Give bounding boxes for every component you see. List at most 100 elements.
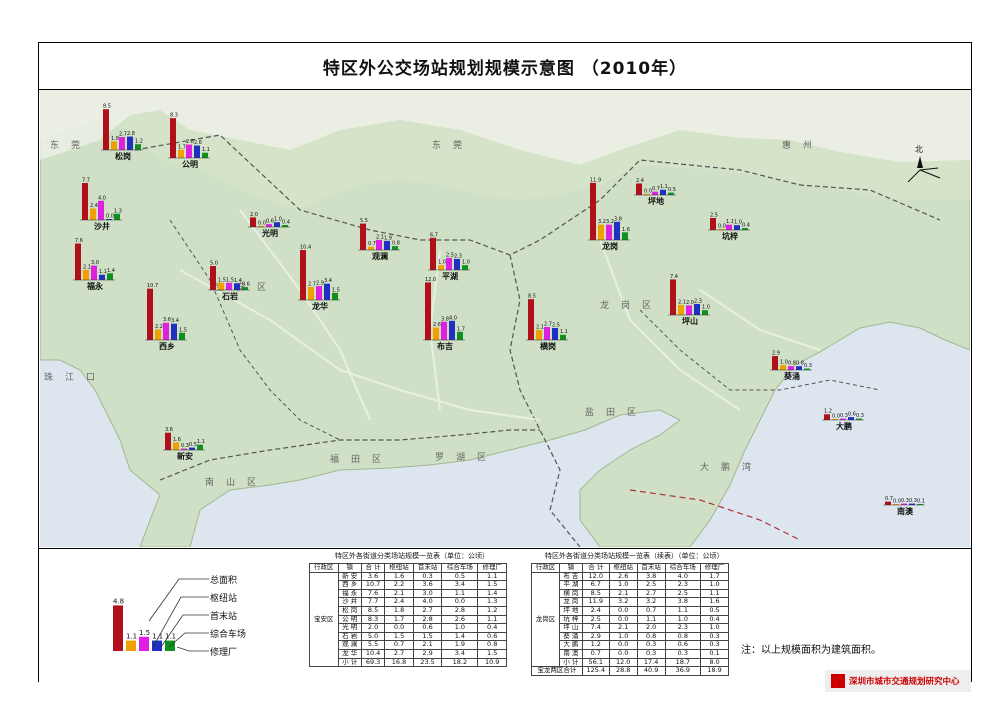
chart-bar-综合车场 [848,417,854,420]
table-cell: 2.2 [384,580,414,590]
chart-bar-首末站 [181,448,187,450]
table-cell: 南 澳 [558,648,583,659]
table-row: 福 永 7.6 2.1 3.0 1.1 1.4 [310,588,507,599]
table-cell: 10.9 [477,657,507,668]
region-label-luohu: 罗湖区 [435,452,498,463]
chart-bar-修理厂 [179,332,185,340]
table-cell: 69.3 [360,657,386,668]
table-row: 松 岗 8.5 1.8 2.7 2.8 1.2 [310,605,507,616]
chart-bar-修理厂 [332,292,338,300]
chart-value-label: 0.3 [840,413,848,419]
chart-bar-枢纽站 [83,269,89,280]
chart-value-label: 1.6 [622,227,630,233]
table-total-row: 宝龙两区合计 125.4 28.8 40.9 36.9 18.9 [531,666,730,676]
table-cell: 2.0 [636,623,666,633]
chart-value-label: 2.6 [194,140,202,146]
chart-value-label: 0.0 [893,499,901,505]
chart-value-label: 0.3 [901,498,909,504]
chart-value-label: 1.9 [384,235,392,241]
table-row: 西 乡 10.7 2.2 3.6 3.4 1.5 [310,580,507,590]
chart-bar-首末站 [446,258,452,270]
chart-value-label: 1.2 [135,139,143,145]
table-cell: 3.4 [441,580,479,590]
chart-value-label: 2.8 [186,139,194,145]
table-cell: 36.9 [664,666,701,676]
station-name-label: 新安 [177,451,193,461]
table-cell: 6.7 [581,580,610,590]
table-row: 南 澳 0.7 0.0 0.3 0.3 0.1 [532,648,730,659]
table-header-cell: 首末站 [412,563,443,573]
chart-value-label: 0.8 [392,241,400,247]
chart-value-label: 0.0 [258,221,266,227]
chart-value-label: 1.5 [179,327,187,333]
chart-value-label: 2.5 [552,323,560,329]
map-canvas: 东莞 东莞 惠州 宝安区 龙岗区 福田区 罗湖区 南山区 盐田区 珠江口 大鹏湾… [40,90,970,547]
chart-bar-总面积 [165,432,171,450]
station-name-label: 坪地 [648,196,664,206]
table-longgang: 行政区镇合 计枢纽站 首末站 综合车场 修理厂 龙岗区布 吉 12.0 2.6 3.8 4.0 1… [531,563,730,676]
table-cell: 1.1 [664,605,701,616]
chart-bar-首末站 [840,418,846,420]
station-chart-平湖: 6.71.02.5 2.31.0平湖 [428,232,470,281]
station-chart-光明: 2.00.0 0.6 1.0 0.4 光明 [248,212,290,238]
chart-bar-首末站 [544,327,550,340]
table-cell: 2.1 [608,623,638,633]
chart-value-label: 0.8 [788,361,796,367]
chart-value-label: 1.1 [560,329,568,335]
table-cell: 40.9 [636,666,666,676]
chart-value-label: 1.4 [107,268,115,274]
district-boundary [159,429,540,481]
table-row: 龙 岗 11.9 3.2 3.2 3.8 1.6 [532,597,730,607]
table-header-cell: 合 计 [360,563,386,573]
chart-value-label: 6.7 [430,232,438,238]
chart-bar-总面积 [170,118,176,158]
table-header-cell: 镇 [337,563,362,573]
chart-value-label: 0.1 [917,499,925,505]
chart-bar-综合车场 [694,303,700,315]
chart-bar-首末站 [98,200,104,220]
table-cell: 0.5 [699,605,730,616]
table-cell: 1.5 [477,648,507,659]
station-chart-新安: 3.61.60.3 0.5 1.1 新安 [163,427,205,461]
chart-value-label: 7.6 [75,238,83,244]
station-chart-龙华: 10.4 2.7 2.9 3.41.5 龙华 [298,245,340,311]
chart-value-label: 1.5 [332,287,340,293]
table-cell: 0.1 [699,648,730,659]
chart-bar-总面积 [528,299,534,340]
chart-value-label: 1.1 [660,184,668,190]
logo: 深圳市城市交通规划研究中心 [825,670,971,692]
station-chart-观澜: 5.5 0.72.1 1.90.8 观澜 [358,218,400,261]
legend-value-label: 1.5 [139,629,150,637]
station-chart-坪山: 7.4 2.1 2.0 2.31.0 坪山 [668,274,710,326]
chart-value-label: 0.5 [668,187,676,193]
district-boundary [509,254,581,547]
chart-value-label: 2.1 [376,234,384,240]
region-label-nanshan: 南山区 [205,476,268,488]
table-cell: 7.4 [581,623,610,633]
station-chart-坑梓: 2.50.01.1 1.0 0.4 坑梓 [708,213,750,241]
table-cell: 2.9 [412,648,443,659]
chart-value-label: 2.7 [119,132,127,138]
chart-value-label: 0.7 [885,496,893,502]
station-name-label: 光明 [261,228,278,238]
chart-value-label: 2.7 [308,282,316,288]
station-name-label: 沙井 [94,221,110,231]
table-row: 坪 地 2.4 0.0 0.7 1.1 0.5 [532,605,730,616]
table-cell: 2.4 [581,605,610,616]
chart-bar-枢纽站 [438,265,444,270]
legend-panel: 4.8 1.1 1.5 1.1 1.1 总面积 枢纽站 首末站 综合车场 修理厂 特区外… [39,548,971,692]
chart-bar-总面积 [670,279,676,315]
table-header-cell: 行政区 [531,563,560,573]
chart-value-label: 4.0 [98,195,106,201]
station-chart-葵涌: 2.91.0 0.8 0.8 0.3葵涌 [770,351,812,381]
region-label-longgang: 龙岗区 [600,299,663,311]
table-cell: 2.7 [412,605,443,616]
table-row: 龙 华 10.4 2.7 2.9 3.4 1.5 [310,648,507,659]
chart-value-label: 1.2 [824,409,832,415]
chart-bar-枢纽站 [718,229,724,230]
chart-bar-综合车场 [449,320,455,340]
table-cell: 1.0 [608,580,638,590]
chart-bar-总面积 [772,356,778,370]
table-row: 坑 梓 2.5 0.0 1.1 1.0 0.4 [532,614,730,625]
